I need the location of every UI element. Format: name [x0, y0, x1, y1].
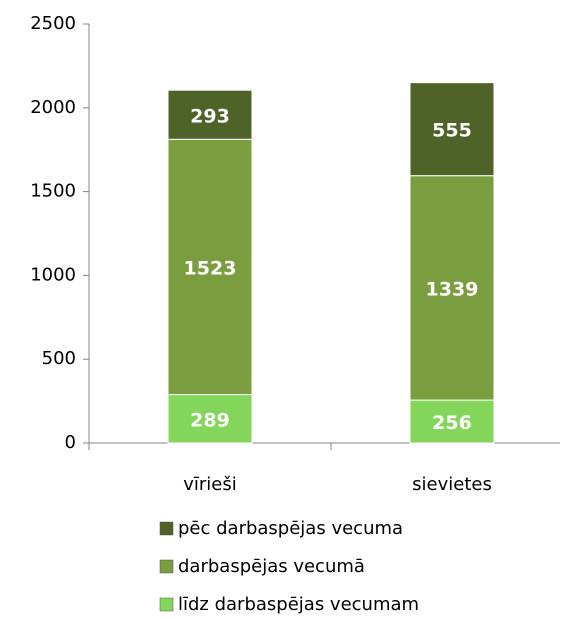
x-tick-label: sievietes — [412, 474, 492, 495]
legend-label: darbaspējas vecumā — [178, 556, 365, 577]
y-tick-label: 2000 — [30, 97, 76, 118]
data-label: 1339 — [426, 278, 479, 300]
legend-label: līdz darbaspējas vecumam — [178, 594, 419, 615]
x-tick-label: vīrieši — [183, 474, 237, 495]
legend-label: pēc darbaspējas vecuma — [178, 518, 403, 539]
y-tick-label: 2500 — [30, 13, 76, 34]
legend-swatch — [159, 597, 174, 612]
data-label: 289 — [190, 409, 230, 431]
bar-segment — [409, 82, 495, 177]
y-tick-label: 500 — [42, 348, 76, 369]
data-label: 555 — [432, 120, 472, 142]
data-label: 1523 — [184, 257, 237, 279]
legend-swatch — [159, 521, 174, 536]
bar-segment — [167, 138, 253, 396]
legend-swatch — [159, 559, 174, 574]
y-tick-label: 1500 — [30, 181, 76, 202]
data-label: 293 — [190, 105, 230, 127]
y-tick-label: 1000 — [30, 264, 76, 285]
bar-segment — [409, 399, 495, 444]
data-label: 256 — [432, 412, 472, 434]
bar-segment — [167, 89, 253, 140]
bar-segment — [409, 175, 495, 401]
y-tick-label: 0 — [65, 432, 76, 453]
